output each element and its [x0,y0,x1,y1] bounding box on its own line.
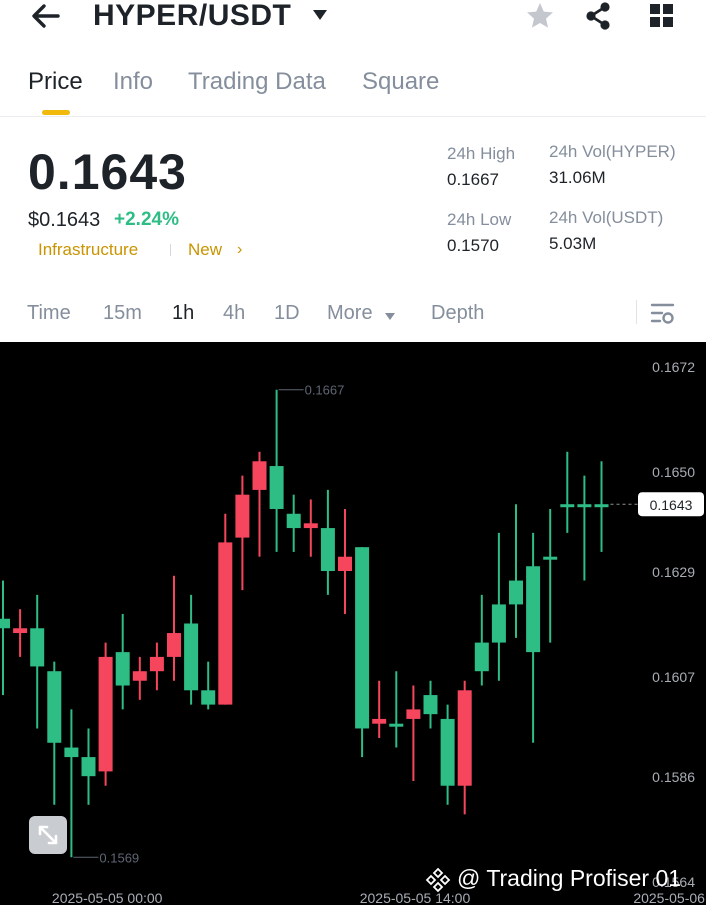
candle-body [560,504,575,508]
candle-body [269,466,284,509]
candle-body [543,556,558,560]
stat-high-value: 0.1667 [447,170,499,189]
expand-icon[interactable] [29,816,67,854]
candle-body [423,695,438,715]
tag-new[interactable]: New [188,240,223,259]
candle-body [47,671,62,743]
last-price: 0.1643 [28,144,187,200]
chart-canvas: 0.1672 0.1650 0.1629 0.1607 0.1586 0.1564 0.16… [0,359,706,905]
stat-low-value: 0.1570 [447,236,499,255]
candle-body [98,656,113,772]
y-axis-tick-label: 0.1607 [652,669,695,685]
caret-down-icon[interactable] [384,308,396,320]
last-price-badge [638,492,704,517]
binance-logo-icon [425,867,451,893]
candle-body [184,623,199,691]
x-axis-tick-label: 2025-05-06 04:00 [633,890,706,905]
x-axis-tick-label: 2025-05-05 00:00 [52,890,163,905]
chevron-right-icon[interactable]: › [237,241,243,258]
y-axis-tick-label: 0.1650 [652,464,695,480]
candle-body [440,718,455,786]
candle-body [201,690,216,705]
candlestick-chart[interactable]: 0.1672 0.1650 0.1629 0.1607 0.1586 0.1564 0.16… [0,342,706,905]
y-axis-tick-label: 0.1564 [652,874,695,890]
candle-body [13,628,28,634]
candle-body [115,652,130,686]
price-change: +2.24% [114,209,179,230]
candle-body [406,709,421,719]
stat-vol-quote-value: 5.03M [549,234,597,253]
candle-body [457,690,472,786]
stat-low-label: 24h Low [447,210,512,229]
arrow-left-icon[interactable] [30,2,62,30]
interval-depth[interactable]: Depth [431,302,485,324]
candle-body [64,747,79,758]
candle-body [303,523,318,529]
low-marker-label: 0.1569 [99,850,139,865]
header: HYPER/USDT [0,0,706,40]
candle-body [132,671,147,681]
candle-body [474,642,489,672]
stat-vol-base-label: 24h Vol(HYPER) [549,142,676,161]
tab-price[interactable]: Price [28,68,83,95]
tag-divider [170,244,171,256]
candle-body [594,504,609,508]
stat-high-label: 24h High [447,144,516,163]
candle-body [372,718,387,724]
tab-square[interactable]: Square [362,68,440,95]
y-axis-tick-label: 0.1586 [652,769,695,785]
y-axis-tick-label: 0.1672 [652,359,695,375]
candle-body [389,723,404,727]
interval-more[interactable]: More [327,302,373,324]
x-axis-tick-label: 2025-05-05 14:00 [360,890,471,905]
candle-body [355,547,370,729]
candle-body [320,528,335,572]
last-price-badge-label: 0.1643 [650,497,693,513]
candle-body [509,580,523,605]
tag-infrastructure[interactable]: Infrastructure [38,240,139,259]
y-axis-tick-label: 0.1629 [652,564,695,580]
pair-title[interactable]: HYPER/USDT [93,0,292,32]
candle-body [577,504,592,508]
stat-vol-base-value: 31.06M [549,168,606,187]
candle-body [235,494,250,538]
chart-settings-icon[interactable] [650,302,676,326]
candle-body [338,556,352,572]
high-marker-label: 0.1667 [305,383,345,398]
watermark-text: @ Trading Profiser 01 [457,865,682,891]
candle-body [491,604,506,643]
caret-down-icon[interactable] [311,7,329,23]
stat-vol-quote-label: 24h Vol(USDT) [549,208,664,227]
candle-body [252,461,267,490]
interval-4h[interactable]: 4h [223,302,246,324]
share-icon[interactable] [583,1,613,31]
candle-body [218,542,233,705]
interval-divider [636,300,637,324]
tabs-divider [0,116,706,117]
interval-1d[interactable]: 1D [274,302,300,324]
candle-body [167,633,181,657]
usd-price: $0.1643 [28,209,101,231]
tab-info[interactable]: Info [113,68,154,95]
interval-1h[interactable]: 1h [172,302,195,324]
candle-body [286,513,301,529]
tab-trading-data[interactable]: Trading Data [188,68,326,95]
grid-icon[interactable] [648,2,676,30]
candle-body [81,757,96,777]
main-tabs: Price Info Trading Data Square [0,62,706,116]
interval-time[interactable]: Time [27,302,71,324]
candle-body [526,566,541,653]
interval-15m[interactable]: 15m [103,302,142,324]
star-icon[interactable] [525,1,555,31]
candle-body [30,628,45,667]
tab-active-indicator [42,110,70,115]
candle-body [149,656,164,672]
candle-body [0,618,10,629]
